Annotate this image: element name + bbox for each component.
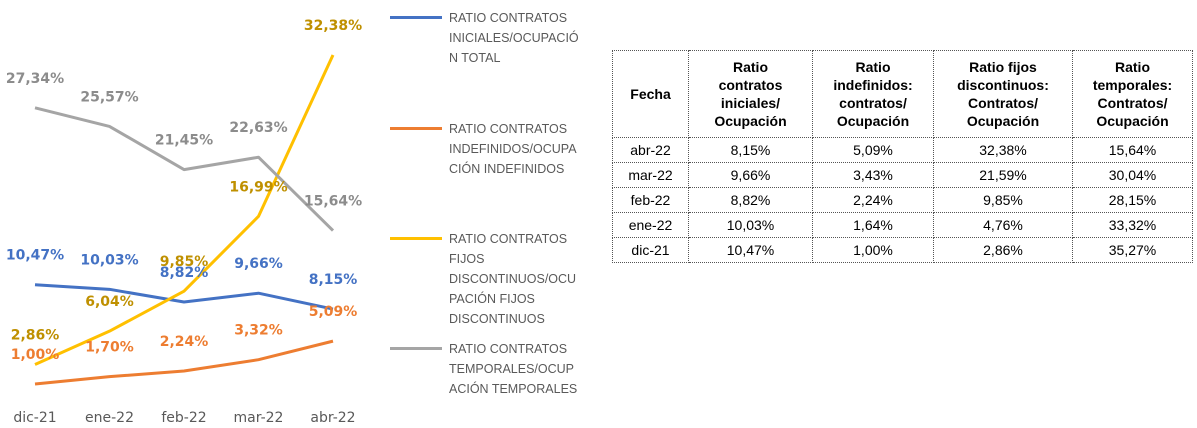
data-label: 8,15% xyxy=(309,272,358,288)
header-text: Ratio xyxy=(1115,59,1150,75)
header-text: contratos/ xyxy=(839,95,907,111)
table-cell: 15,64% xyxy=(1072,137,1193,163)
table-cell: 33,32% xyxy=(1072,212,1193,238)
table-cell: abr-22 xyxy=(612,137,689,163)
table-cell: 10,03% xyxy=(688,212,813,238)
data-label: 9,85% xyxy=(160,254,209,270)
table-cell: 10,47% xyxy=(688,237,813,263)
header-text: contratos xyxy=(718,77,783,93)
header-text: Contratos/ xyxy=(968,95,1038,111)
data-label: 9,66% xyxy=(234,256,283,272)
header-text: Ratio xyxy=(733,59,768,75)
legend-label: RATIO CONTRATOS INICIALES/OCUPACIÓN TOTA… xyxy=(449,11,579,65)
table-cell: 5,09% xyxy=(812,137,934,163)
data-label: 1,00% xyxy=(11,347,60,363)
data-label: 10,47% xyxy=(6,248,64,264)
data-label: 3,32% xyxy=(234,323,283,339)
table-cell: ene-22 xyxy=(612,212,689,238)
header-text: Ratio fijos xyxy=(969,59,1037,75)
data-label: 16,99% xyxy=(229,179,287,195)
table-cell: 28,15% xyxy=(1072,187,1193,213)
table-cell: mar-22 xyxy=(612,162,689,188)
table-cell: 3,43% xyxy=(812,162,934,188)
header-text: discontinuos: xyxy=(957,77,1049,93)
x-tick-label: ene-22 xyxy=(85,410,134,426)
data-table: Fecha Ratio contratos iniciales/Ocupación Ra… xyxy=(612,50,1193,263)
data-label: 10,03% xyxy=(80,252,138,268)
table-cell: 32,38% xyxy=(933,137,1073,163)
table-cell: 2,86% xyxy=(933,237,1073,263)
data-label: 22,63% xyxy=(229,120,287,136)
data-label: 25,57% xyxy=(80,89,138,105)
data-label: 2,24% xyxy=(160,334,209,350)
header-text: temporales: xyxy=(1092,77,1173,93)
header-text: Contratos/ xyxy=(1097,95,1168,111)
legend-label: RATIO CONTRATOS FIJOS DISCONTINUOS/OCUPA… xyxy=(449,232,577,326)
header-cell: Fecha xyxy=(612,50,689,138)
table-cell: 30,04% xyxy=(1072,162,1193,188)
legend-label: RATIO CONTRATOS TEMPORALES/OCUPACIÓN TEM… xyxy=(449,342,578,396)
data-label: 32,38% xyxy=(304,18,362,34)
table-row: mar-22 9,66% 3,43% 21,59% 30,04% xyxy=(612,162,1193,188)
table-cell: dic-21 xyxy=(612,237,689,263)
line-chart: dic-21 ene-22 feb-22 mar-22 abr-22 10,47% 10,0… xyxy=(6,18,362,426)
header-text: Ocupación xyxy=(1096,113,1169,129)
table-cell: 35,27% xyxy=(1072,237,1193,263)
legend-swatch xyxy=(390,16,442,19)
data-label: 15,64% xyxy=(304,194,362,210)
data-label: 1,70% xyxy=(85,340,134,356)
header-cell: Ratio temporales: Contratos/Ocupación xyxy=(1072,50,1193,138)
series-line xyxy=(34,54,335,366)
header-text: Ocupación xyxy=(714,113,787,129)
table-cell: feb-22 xyxy=(612,187,689,213)
header-text: Ocupación xyxy=(966,113,1040,129)
header-row: Fecha Ratio contratos iniciales/Ocupación Ra… xyxy=(612,50,1193,138)
table-cell: 8,82% xyxy=(688,187,813,213)
header-text: iniciales/ xyxy=(720,95,781,111)
table-cell: 2,24% xyxy=(812,187,934,213)
x-tick-label: abr-22 xyxy=(310,410,355,426)
table-cell: 1,64% xyxy=(812,212,934,238)
data-label: 21,45% xyxy=(155,133,213,149)
table-cell: 4,76% xyxy=(933,212,1073,238)
header-text: Ratio xyxy=(855,59,891,75)
table-cell: 8,15% xyxy=(688,137,813,163)
x-tick-label: mar-22 xyxy=(234,410,284,426)
header-cell: Ratio fijos discontinuos: Contratos/Ocupac… xyxy=(933,50,1073,138)
table-row: feb-22 8,82% 2,24% 9,85% 28,15% xyxy=(612,187,1193,213)
legend-label: RATIO CONTRATOS INDEFINIDOS/OCUPACIÓN IN… xyxy=(449,122,577,176)
table-row: abr-22 8,15% 5,09% 32,38% 15,64% xyxy=(612,137,1193,163)
data-label: 2,86% xyxy=(11,327,60,343)
table-cell: 9,66% xyxy=(688,162,813,188)
header-cell: Ratio contratos iniciales/Ocupación xyxy=(688,50,813,138)
data-label: 6,04% xyxy=(85,294,134,310)
series-line xyxy=(34,283,334,311)
header-text: Ocupación xyxy=(836,113,910,129)
x-tick-label: dic-21 xyxy=(13,410,56,426)
table-cell: 9,85% xyxy=(933,187,1073,213)
series-line xyxy=(34,339,334,386)
data-label: 5,09% xyxy=(309,304,358,320)
table-row: dic-21 10,47% 1,00% 2,86% 35,27% xyxy=(612,237,1193,263)
series-line xyxy=(34,106,335,232)
data-label: 27,34% xyxy=(6,71,64,87)
table-row: ene-22 10,03% 1,64% 4,76% 33,32% xyxy=(612,212,1193,238)
legend-swatch xyxy=(390,237,442,240)
table-body: abr-22 8,15% 5,09% 32,38% 15,64% mar-22 9,66% 3… xyxy=(612,137,1193,263)
header-text: Fecha xyxy=(630,86,671,102)
data-label: 8,82% xyxy=(160,265,209,281)
table-cell: 1,00% xyxy=(812,237,934,263)
header-cell: Ratio indefinidos: contratos/Ocupación xyxy=(812,50,934,138)
header-text: indefinidos: xyxy=(833,77,913,93)
legend-swatch xyxy=(390,347,442,350)
table-cell: 21,59% xyxy=(933,162,1073,188)
legend-swatch xyxy=(390,127,442,130)
x-tick-label: feb-22 xyxy=(161,410,206,426)
